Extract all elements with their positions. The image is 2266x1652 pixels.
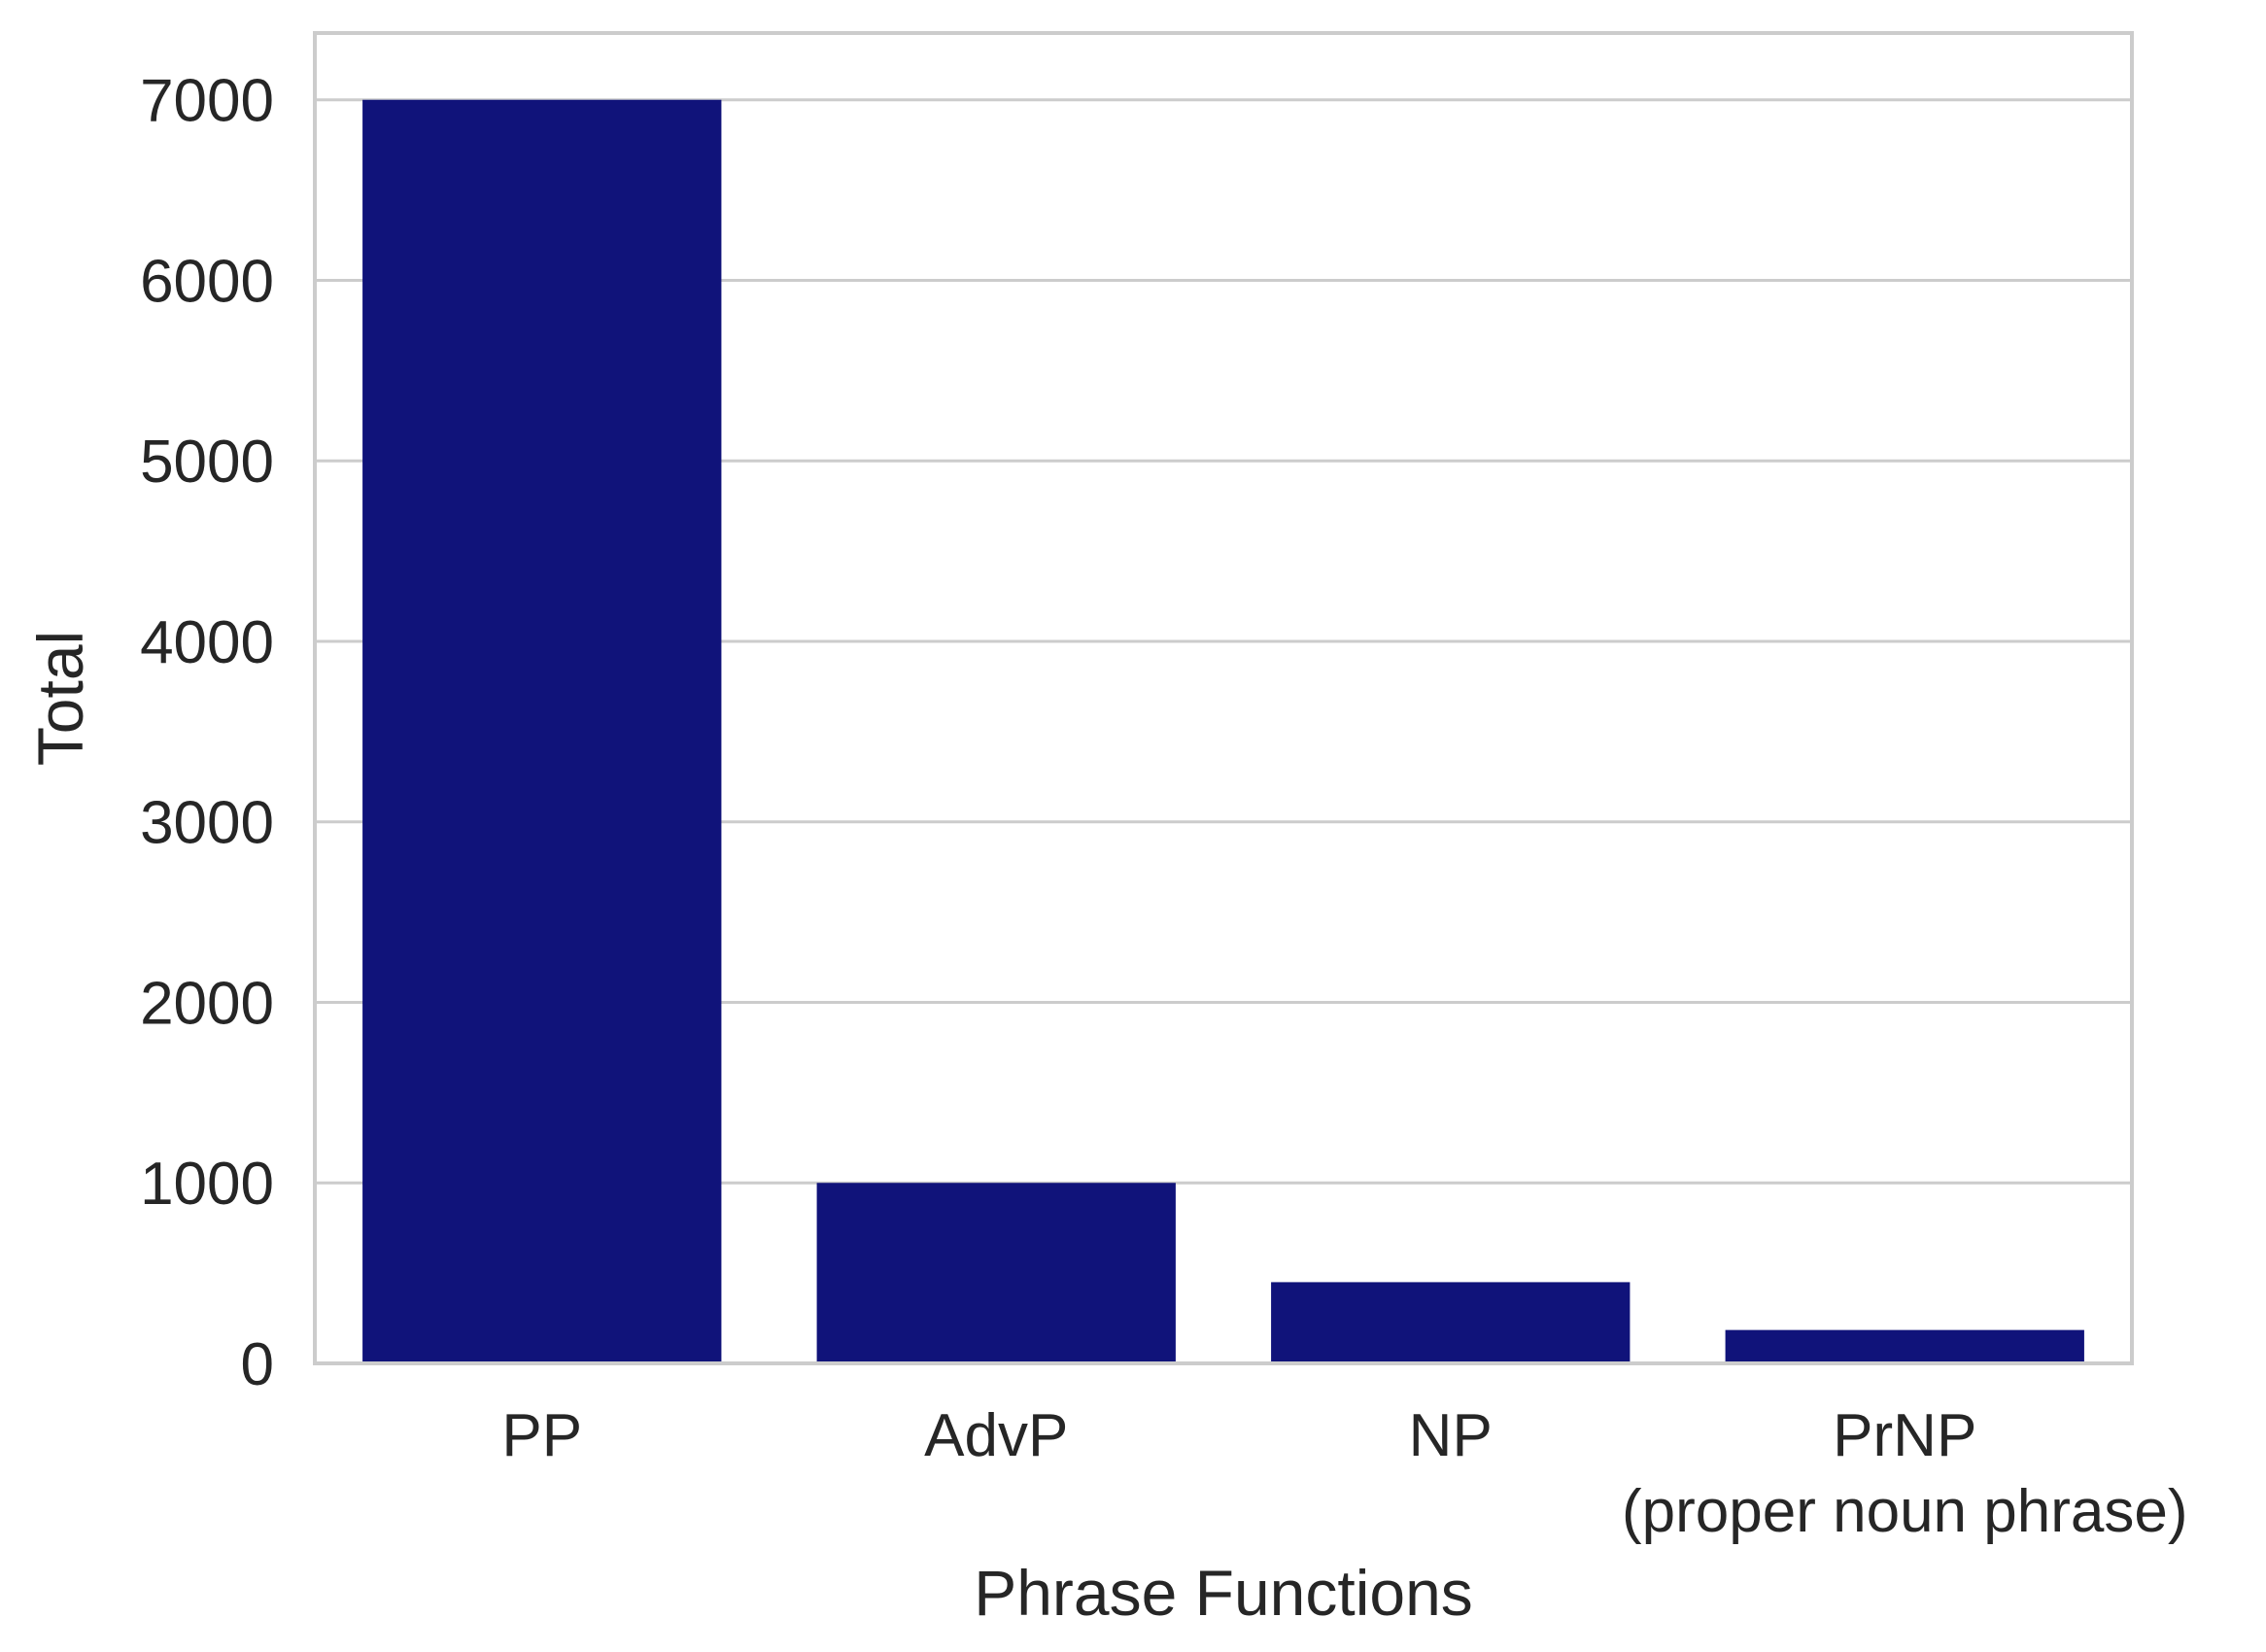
y-tick-label-2000: 2000: [140, 970, 274, 1037]
bars: [362, 99, 2084, 1363]
bar-pp: [362, 99, 722, 1363]
y-tick-label-4000: 4000: [140, 609, 274, 676]
bar-np: [1271, 1282, 1631, 1363]
y-tick-label-3000: 3000: [140, 790, 274, 857]
y-tick-labels: 0 1000 2000 3000 4000 5000 6000 7000: [140, 68, 274, 1398]
x-tick-label-pp: PP: [501, 1402, 582, 1469]
x-axis-title: Phrase Functions: [974, 1557, 1473, 1629]
y-tick-label-6000: 6000: [140, 248, 274, 315]
x-tick-label-np: NP: [1409, 1402, 1493, 1469]
y-tick-label-1000: 1000: [140, 1151, 274, 1218]
y-tick-label-5000: 5000: [140, 429, 274, 496]
x-tick-label-advp: AdvP: [924, 1402, 1068, 1469]
x-tick-label-prnp-line-2: (proper noun phrase): [1622, 1478, 2187, 1545]
x-tick-label-prnp: PrNP: [1833, 1402, 1976, 1469]
y-axis-title: Total: [24, 631, 96, 766]
y-tick-label-7000: 7000: [140, 68, 274, 135]
bar-advp: [816, 1183, 1176, 1363]
x-tick-labels: PP AdvP NP PrNP (proper noun phrase): [501, 1402, 2187, 1545]
bar-prnp: [1725, 1329, 2084, 1363]
y-tick-label-0: 0: [241, 1331, 274, 1398]
plot-frame: [313, 31, 2134, 1365]
